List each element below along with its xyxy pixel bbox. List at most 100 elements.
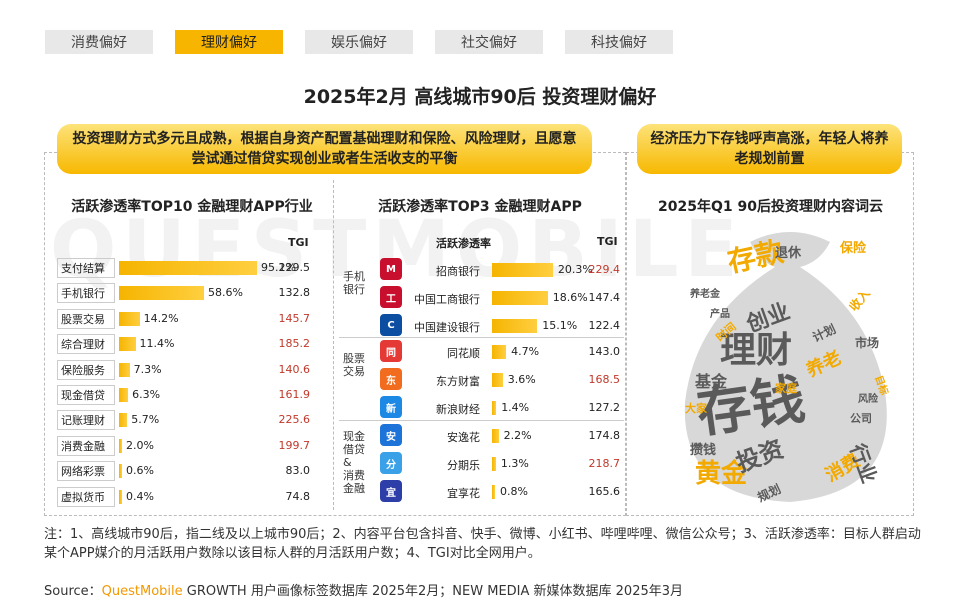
- value-label: 14.2%: [143, 311, 179, 325]
- value-label: 4.7%: [511, 345, 540, 358]
- app-name: 分期乐: [447, 459, 480, 472]
- value-label: 18.6%: [552, 291, 588, 304]
- tab-1[interactable]: 理财偏好: [175, 30, 283, 54]
- category-label: 消费金融: [57, 435, 115, 456]
- tgi-value: 74.8: [285, 489, 311, 503]
- tab-2[interactable]: 娱乐偏好: [305, 30, 413, 54]
- chart1-tgi-header: TGI: [288, 236, 309, 249]
- value-label: 11.4%: [139, 337, 175, 351]
- word: 存钱: [693, 367, 809, 444]
- divider: [333, 180, 334, 510]
- tgi-value: 218.7: [588, 457, 621, 470]
- value-label: 0.6%: [126, 464, 154, 478]
- source-prefix: Source：: [44, 584, 102, 599]
- bar: [119, 489, 122, 504]
- value-label: 6.3%: [132, 388, 161, 401]
- chart1-row: 记账理财 5.7% 225.6: [57, 410, 327, 431]
- word: 攒钱: [690, 442, 716, 458]
- value-label: 3.6%: [507, 373, 536, 386]
- chart1-row: 现金借贷 6.3% 161.9: [57, 385, 327, 405]
- bar: [119, 286, 204, 301]
- value-label: 0.8%: [500, 485, 528, 498]
- bar: [492, 291, 548, 305]
- app-name: 新浪财经: [436, 403, 480, 416]
- tgi-value: 143.0: [588, 345, 621, 358]
- chart1-row: 手机银行 58.6% 132.8: [57, 283, 327, 304]
- tgi-value: 122.4: [588, 319, 621, 332]
- value-label: 15.1%: [542, 319, 578, 332]
- word: 黄金: [695, 458, 748, 489]
- tgi-value: 83.0: [285, 464, 311, 478]
- bar: [492, 319, 538, 333]
- app-logo-icon: 同: [380, 340, 402, 362]
- app-name: 同花顺: [447, 347, 480, 360]
- tgi-value: 225.6: [278, 413, 311, 427]
- category-label: 支付结算: [57, 258, 115, 278]
- tgi-value: 199.7: [278, 438, 311, 452]
- callout-right: 经济压力下存钱呼声高涨，年轻人将养老规划前置: [637, 124, 902, 174]
- word: 大家: [685, 401, 708, 415]
- value-label: 20.3%: [557, 263, 593, 276]
- category-label: 记账理财: [57, 410, 115, 431]
- app-logo-icon: M: [380, 258, 402, 280]
- chart1-row: 保险服务 7.3% 140.6: [57, 359, 327, 380]
- chart1-title: 活跃渗透率TOP10 金融理财APP行业: [71, 199, 313, 215]
- bar: [492, 457, 496, 471]
- word: 家庭: [775, 381, 797, 395]
- tgi-value: 140.6: [278, 362, 311, 376]
- app-row: 新 新浪财经 1.4% 127.2: [380, 396, 625, 420]
- bar: [492, 263, 553, 277]
- bar: [492, 345, 507, 359]
- callout-left: 投资理财方式多元且成熟，根据自身资产配置基础理财和保险、风险理财，且愿意尝试通过…: [57, 124, 592, 174]
- category-label: 现金借贷: [57, 385, 115, 405]
- category-label: 网络彩票: [57, 461, 115, 482]
- tab-4[interactable]: 科技偏好: [565, 30, 673, 54]
- category-label: 综合理财: [57, 334, 115, 355]
- chart2-tgi-header: TGI: [597, 235, 618, 248]
- value-label: 0.4%: [126, 489, 154, 503]
- word: 公司: [850, 412, 872, 425]
- bar: [492, 373, 503, 387]
- tgi-value: 147.4: [588, 291, 621, 304]
- value-label: 7.3%: [133, 362, 162, 376]
- chart1-row: 虚拟货币 0.4% 74.8: [57, 486, 327, 507]
- app-row: 同 同花顺 4.7% 143.0: [380, 340, 625, 364]
- tgi-value: 145.7: [278, 311, 311, 325]
- app-logo-icon: C: [380, 314, 402, 336]
- group-label: 股票 交易: [343, 352, 365, 378]
- bar: [492, 485, 495, 499]
- group-label: 现金 借贷 & 消费 金融: [343, 430, 365, 495]
- tab-3[interactable]: 社交偏好: [435, 30, 543, 54]
- app-row: C 中国建设银行 15.1% 122.4: [380, 314, 625, 338]
- word: 市场: [855, 335, 879, 350]
- word: 风险: [858, 392, 879, 405]
- bar: [119, 438, 122, 453]
- app-name: 安逸花: [447, 431, 480, 444]
- app-logo-icon: 宜: [380, 480, 402, 502]
- word: 收入: [846, 286, 873, 314]
- tgi-value: 229.4: [588, 263, 621, 276]
- value-label: 5.7%: [131, 413, 160, 427]
- chart1-row: 网络彩票 0.6% 83.0: [57, 461, 327, 482]
- bar: [119, 464, 122, 479]
- chart1-row: 消费金融 2.0% 199.7: [57, 435, 327, 456]
- chart1-row: 综合理财 11.4% 185.2: [57, 334, 327, 355]
- bar: [119, 311, 140, 326]
- app-logo-icon: 安: [380, 424, 402, 446]
- tgi-value: 185.2: [278, 337, 311, 351]
- tab-bar: 消费偏好 理财偏好 娱乐偏好 社交偏好 科技偏好: [45, 30, 673, 54]
- page-title: 2025年2月 高线城市90后 投资理财偏好: [303, 86, 657, 108]
- tgi-value: 165.6: [588, 485, 621, 498]
- source-rest: GROWTH 用户画像标签数据库 2025年2月；NEW MEDIA 新媒体数据…: [182, 584, 684, 599]
- bar: [119, 413, 128, 428]
- tab-0[interactable]: 消费偏好: [45, 30, 153, 54]
- category-label: 保险服务: [57, 359, 115, 380]
- bar: [119, 362, 130, 377]
- tgi-value: 127.2: [588, 401, 621, 414]
- footnote: 注：1、高线城市90后，指二线及以上城市90后；2、内容平台包含抖音、快手、微博…: [44, 527, 921, 561]
- value-label: 1.3%: [500, 457, 529, 470]
- category-label: 手机银行: [57, 283, 115, 304]
- word: 产品: [710, 307, 730, 320]
- app-row: 工中国工商银行 18.6% 147.4: [380, 286, 625, 310]
- chart2-pen-header: 活跃渗透率: [436, 237, 491, 250]
